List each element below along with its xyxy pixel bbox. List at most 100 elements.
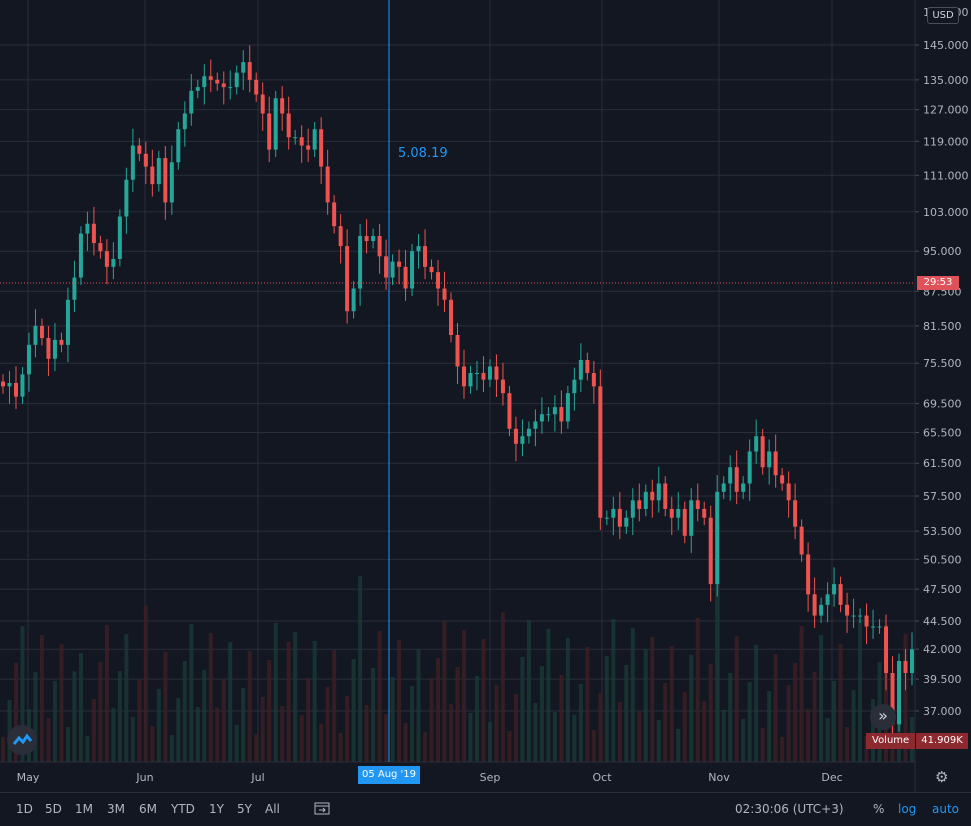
candle-body xyxy=(656,483,661,501)
y-tick-label: 103.000 xyxy=(923,206,969,219)
candle-body xyxy=(7,382,12,387)
volume-bar xyxy=(46,718,51,762)
candle-body xyxy=(526,428,531,437)
candle-body xyxy=(436,272,441,289)
candle-body xyxy=(143,153,148,167)
candle-body xyxy=(332,202,337,227)
scroll-forward-icon[interactable]: » xyxy=(870,704,896,730)
candle-body xyxy=(293,137,298,139)
candle-body xyxy=(260,94,265,114)
crosshair-value-label: 5.08.19 xyxy=(398,146,448,161)
price-axis[interactable]: 145.000 135.000 127.000 119.000 111.000 103.0… xyxy=(914,0,969,792)
tf-all[interactable]: All xyxy=(265,802,280,816)
candle-body xyxy=(377,236,382,257)
last-price-tag: 29:53 xyxy=(917,276,959,290)
candle-body xyxy=(299,137,304,146)
candle-body xyxy=(423,246,428,267)
currency-badge[interactable]: USD xyxy=(927,7,959,24)
gear-icon[interactable]: ⚙ xyxy=(935,768,949,786)
y-tick-label: 75.500 xyxy=(923,357,962,370)
crosshair-date-tag: 05 Aug '19 xyxy=(358,766,420,784)
candle-body xyxy=(767,451,772,468)
volume-bar xyxy=(111,708,116,762)
volume-bar xyxy=(176,698,181,762)
log-toggle[interactable]: log xyxy=(898,802,917,816)
candle-body xyxy=(741,483,746,492)
tf-5d[interactable]: 5D xyxy=(45,802,62,816)
volume-bar xyxy=(650,637,655,762)
tf-1m[interactable]: 1M xyxy=(75,802,93,816)
volume-bar xyxy=(546,629,551,762)
volume-bar xyxy=(65,727,70,762)
volume-bar xyxy=(1,737,5,762)
clock-time[interactable]: 02:30:06 (UTC+3) xyxy=(735,802,844,816)
candle-body xyxy=(104,251,109,267)
volume-bar xyxy=(221,679,226,762)
volume-bar xyxy=(358,576,363,762)
tf-1d[interactable]: 1D xyxy=(16,802,33,816)
candle-body xyxy=(838,584,843,605)
volume-bar xyxy=(429,678,434,762)
volume-bar xyxy=(591,730,596,762)
tf-3m[interactable]: 3M xyxy=(107,802,125,816)
volume-bar xyxy=(559,675,564,762)
volume-bar xyxy=(345,696,350,762)
y-tick-label: 57.500 xyxy=(923,490,962,503)
candle-body xyxy=(91,223,96,244)
candle-body xyxy=(371,236,376,242)
candle-body xyxy=(468,373,473,387)
volume-bar xyxy=(676,729,681,762)
auto-toggle[interactable]: auto xyxy=(932,802,960,816)
candle-body xyxy=(650,491,655,501)
candle-body xyxy=(195,87,200,91)
candle-body xyxy=(819,604,824,616)
price-chart[interactable]: 145.000 135.000 127.000 119.000 111.000 103.0… xyxy=(0,0,971,792)
volume-label: Volume xyxy=(866,733,916,749)
tf-1y[interactable]: 1Y xyxy=(209,802,224,816)
volume-bar xyxy=(124,634,129,762)
candle-body xyxy=(306,145,311,150)
volume-bar xyxy=(715,583,720,762)
candle-body xyxy=(780,475,785,484)
volume-bar xyxy=(611,619,616,762)
y-tick-label: 145.000 xyxy=(923,39,969,52)
volume-bar xyxy=(52,681,57,762)
volume-bar xyxy=(624,665,629,762)
volume-bar xyxy=(786,685,791,762)
candle-body xyxy=(845,604,850,616)
tradingview-logo-icon[interactable] xyxy=(7,725,37,755)
volume-bar xyxy=(656,720,661,762)
candle-body xyxy=(169,162,174,203)
volume-bars xyxy=(1,576,914,762)
volume-bar xyxy=(669,646,674,762)
candle-body xyxy=(754,436,759,452)
volume-bar xyxy=(267,660,272,762)
candle-body xyxy=(598,386,603,518)
percent-toggle[interactable]: % xyxy=(873,802,885,816)
volume-bar xyxy=(734,636,739,762)
volume-bar xyxy=(468,713,473,762)
candle-body xyxy=(910,649,914,673)
volume-bar xyxy=(539,666,544,762)
candle-body xyxy=(78,233,83,278)
candle-body xyxy=(474,373,479,375)
volume-bar xyxy=(312,641,317,762)
x-tick-label: Jun xyxy=(135,771,153,784)
calendar-range-icon[interactable] xyxy=(313,799,331,820)
candle-body xyxy=(215,79,220,84)
candle-body xyxy=(319,129,324,167)
y-tick-label: 81.500 xyxy=(923,320,962,333)
tf-6m[interactable]: 6M xyxy=(139,802,157,816)
candle-body xyxy=(786,483,791,501)
volume-bar xyxy=(39,635,44,762)
volume-bar xyxy=(526,620,531,762)
bottom-toolbar: 1D 5D 1M 3M 6M YTD 1Y 5Y All 02:30:06 (U… xyxy=(0,792,971,826)
volume-bar xyxy=(767,691,772,762)
time-axis[interactable]: May Jun Jul Sep Oct Nov Dec xyxy=(0,761,915,784)
tf-ytd[interactable]: YTD xyxy=(171,802,195,816)
volume-bar xyxy=(520,657,525,762)
candle-body xyxy=(358,236,363,289)
tf-5y[interactable]: 5Y xyxy=(237,802,252,816)
volume-bar xyxy=(78,653,83,762)
volume-bar xyxy=(234,725,239,762)
